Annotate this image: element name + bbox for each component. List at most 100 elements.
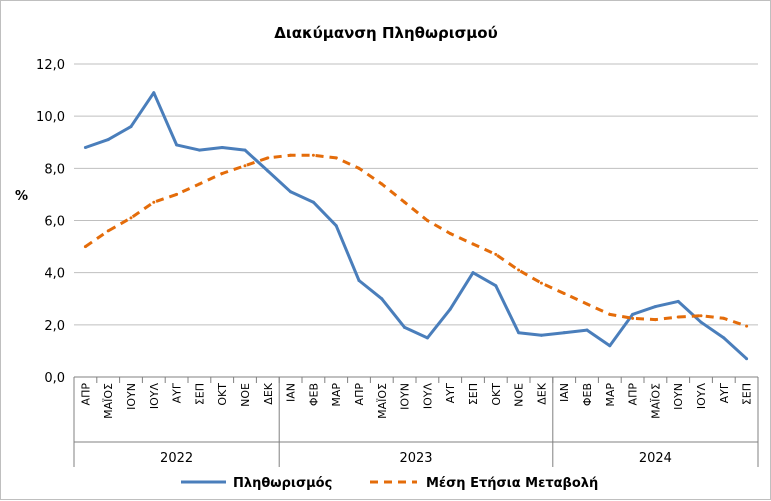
x-tick-label: ΜΑΪΟΣ: [649, 383, 662, 419]
y-tick-label: 4,0: [44, 267, 65, 282]
year-label: 2022: [160, 451, 193, 466]
x-tick-label: ΔΕΚ: [262, 382, 275, 404]
data-point: [699, 314, 703, 318]
data-point: [357, 278, 361, 282]
x-tick-label: ΑΠΡ: [79, 383, 92, 406]
x-tick-label: ΣΕΠ: [193, 383, 206, 405]
x-tick-label: ΟΚΤ: [490, 383, 503, 406]
series-line: [84, 153, 748, 328]
x-tick-label: ΜΑΪΟΣ: [102, 383, 115, 419]
data-point: [129, 216, 133, 220]
data-point: [175, 143, 179, 147]
data-point: [585, 328, 589, 332]
chart-title: Διακύμανση Πληθωρισμού: [274, 24, 498, 42]
data-point: [266, 156, 270, 160]
y-axis-label: %: [15, 189, 28, 204]
data-point: [631, 316, 635, 320]
y-tick-label: 2,0: [44, 319, 65, 334]
y-tick-label: 10,0: [36, 110, 65, 125]
data-point: [83, 245, 87, 249]
data-point: [152, 200, 156, 204]
data-point: [106, 229, 110, 233]
x-tick-label: ΣΕΠ: [467, 383, 480, 405]
data-point: [676, 315, 680, 319]
data-point: [722, 336, 726, 340]
data-point: [380, 297, 384, 301]
x-tick-label: ΙΟΥΛ: [421, 383, 434, 410]
series-layer: [83, 91, 749, 361]
data-point: [175, 192, 179, 196]
data-point: [539, 333, 543, 337]
data-point: [403, 325, 407, 329]
x-tick-label: ΝΟΕ: [513, 383, 526, 407]
data-point: [152, 91, 156, 95]
data-point: [494, 252, 498, 256]
series-line: [84, 91, 748, 360]
year-label: 2023: [399, 451, 432, 466]
data-point: [266, 169, 270, 173]
y-tick-label: 12,0: [36, 58, 65, 73]
y-tick-label: 8,0: [44, 162, 65, 177]
data-point: [745, 324, 749, 328]
data-point: [425, 219, 429, 222]
legend-label: Μέση Ετήσια Μεταβολή: [426, 476, 598, 491]
x-tick-label: ΙΟΥΛ: [695, 383, 708, 410]
data-point: [243, 164, 247, 168]
data-point: [220, 145, 224, 149]
x-tick-label: ΔΕΚ: [535, 382, 548, 404]
data-point: [699, 320, 703, 324]
data-point: [243, 148, 247, 152]
data-point: [311, 153, 315, 157]
year-label: 2024: [639, 451, 672, 466]
data-point: [197, 148, 201, 152]
data-point: [357, 166, 361, 170]
y-tick-label: 0,0: [44, 371, 65, 386]
x-tick-label: ΦΕΒ: [581, 383, 594, 406]
data-point: [562, 331, 566, 335]
x-tick-label: ΦΕΒ: [307, 383, 320, 406]
x-tick-label: ΙΑΝ: [558, 383, 571, 402]
x-tick-label: ΑΥΓ: [171, 382, 184, 403]
data-point: [471, 242, 475, 246]
data-point: [106, 138, 110, 142]
legend: Πληθωρισμός Μέση Ετήσια Μεταβολή: [181, 476, 598, 491]
data-point: [608, 312, 612, 316]
x-tick-label: ΜΑΡ: [330, 383, 343, 407]
data-point: [197, 182, 201, 186]
x-tick-label: ΙΟΥΝ: [399, 383, 412, 410]
x-tick-label: ΙΟΥΝ: [125, 383, 138, 410]
grid-layer: [74, 63, 758, 326]
x-tick-label: ΣΕΠ: [741, 383, 754, 405]
data-point: [129, 125, 133, 129]
data-point: [289, 153, 293, 157]
axis-layer: [73, 376, 759, 467]
x-tick-label: ΝΟΕ: [239, 383, 252, 407]
label-layer: 0,0 2,0 4,0 6,0 8,0 10,0 12,0 ΑΠΡ ΜΑΪΟΣ ΙΟΥΝ ΙΟΥΛ Α…: [36, 58, 754, 466]
data-point: [745, 357, 749, 361]
data-point: [83, 145, 87, 149]
data-point: [311, 200, 315, 204]
data-point: [653, 318, 657, 322]
legend-label: Πληθωρισμός: [233, 476, 332, 491]
data-point: [722, 316, 726, 320]
data-point: [608, 344, 612, 348]
x-tick-label: ΑΥΓ: [718, 382, 731, 403]
data-point: [585, 302, 589, 306]
data-point: [471, 271, 475, 275]
x-tick-label: ΑΥΓ: [444, 382, 457, 403]
data-point: [425, 336, 429, 340]
data-point: [289, 190, 293, 194]
x-tick-label: ΜΑΡ: [604, 383, 617, 407]
y-tick-label: 6,0: [44, 215, 65, 230]
data-point: [631, 312, 635, 316]
data-point: [653, 305, 657, 309]
data-point: [448, 307, 452, 311]
data-point: [380, 182, 384, 186]
data-point: [448, 232, 452, 236]
data-point: [539, 281, 543, 285]
data-point: [334, 156, 338, 160]
data-point: [403, 200, 407, 204]
x-tick-label: ΜΑΪΟΣ: [376, 383, 389, 419]
